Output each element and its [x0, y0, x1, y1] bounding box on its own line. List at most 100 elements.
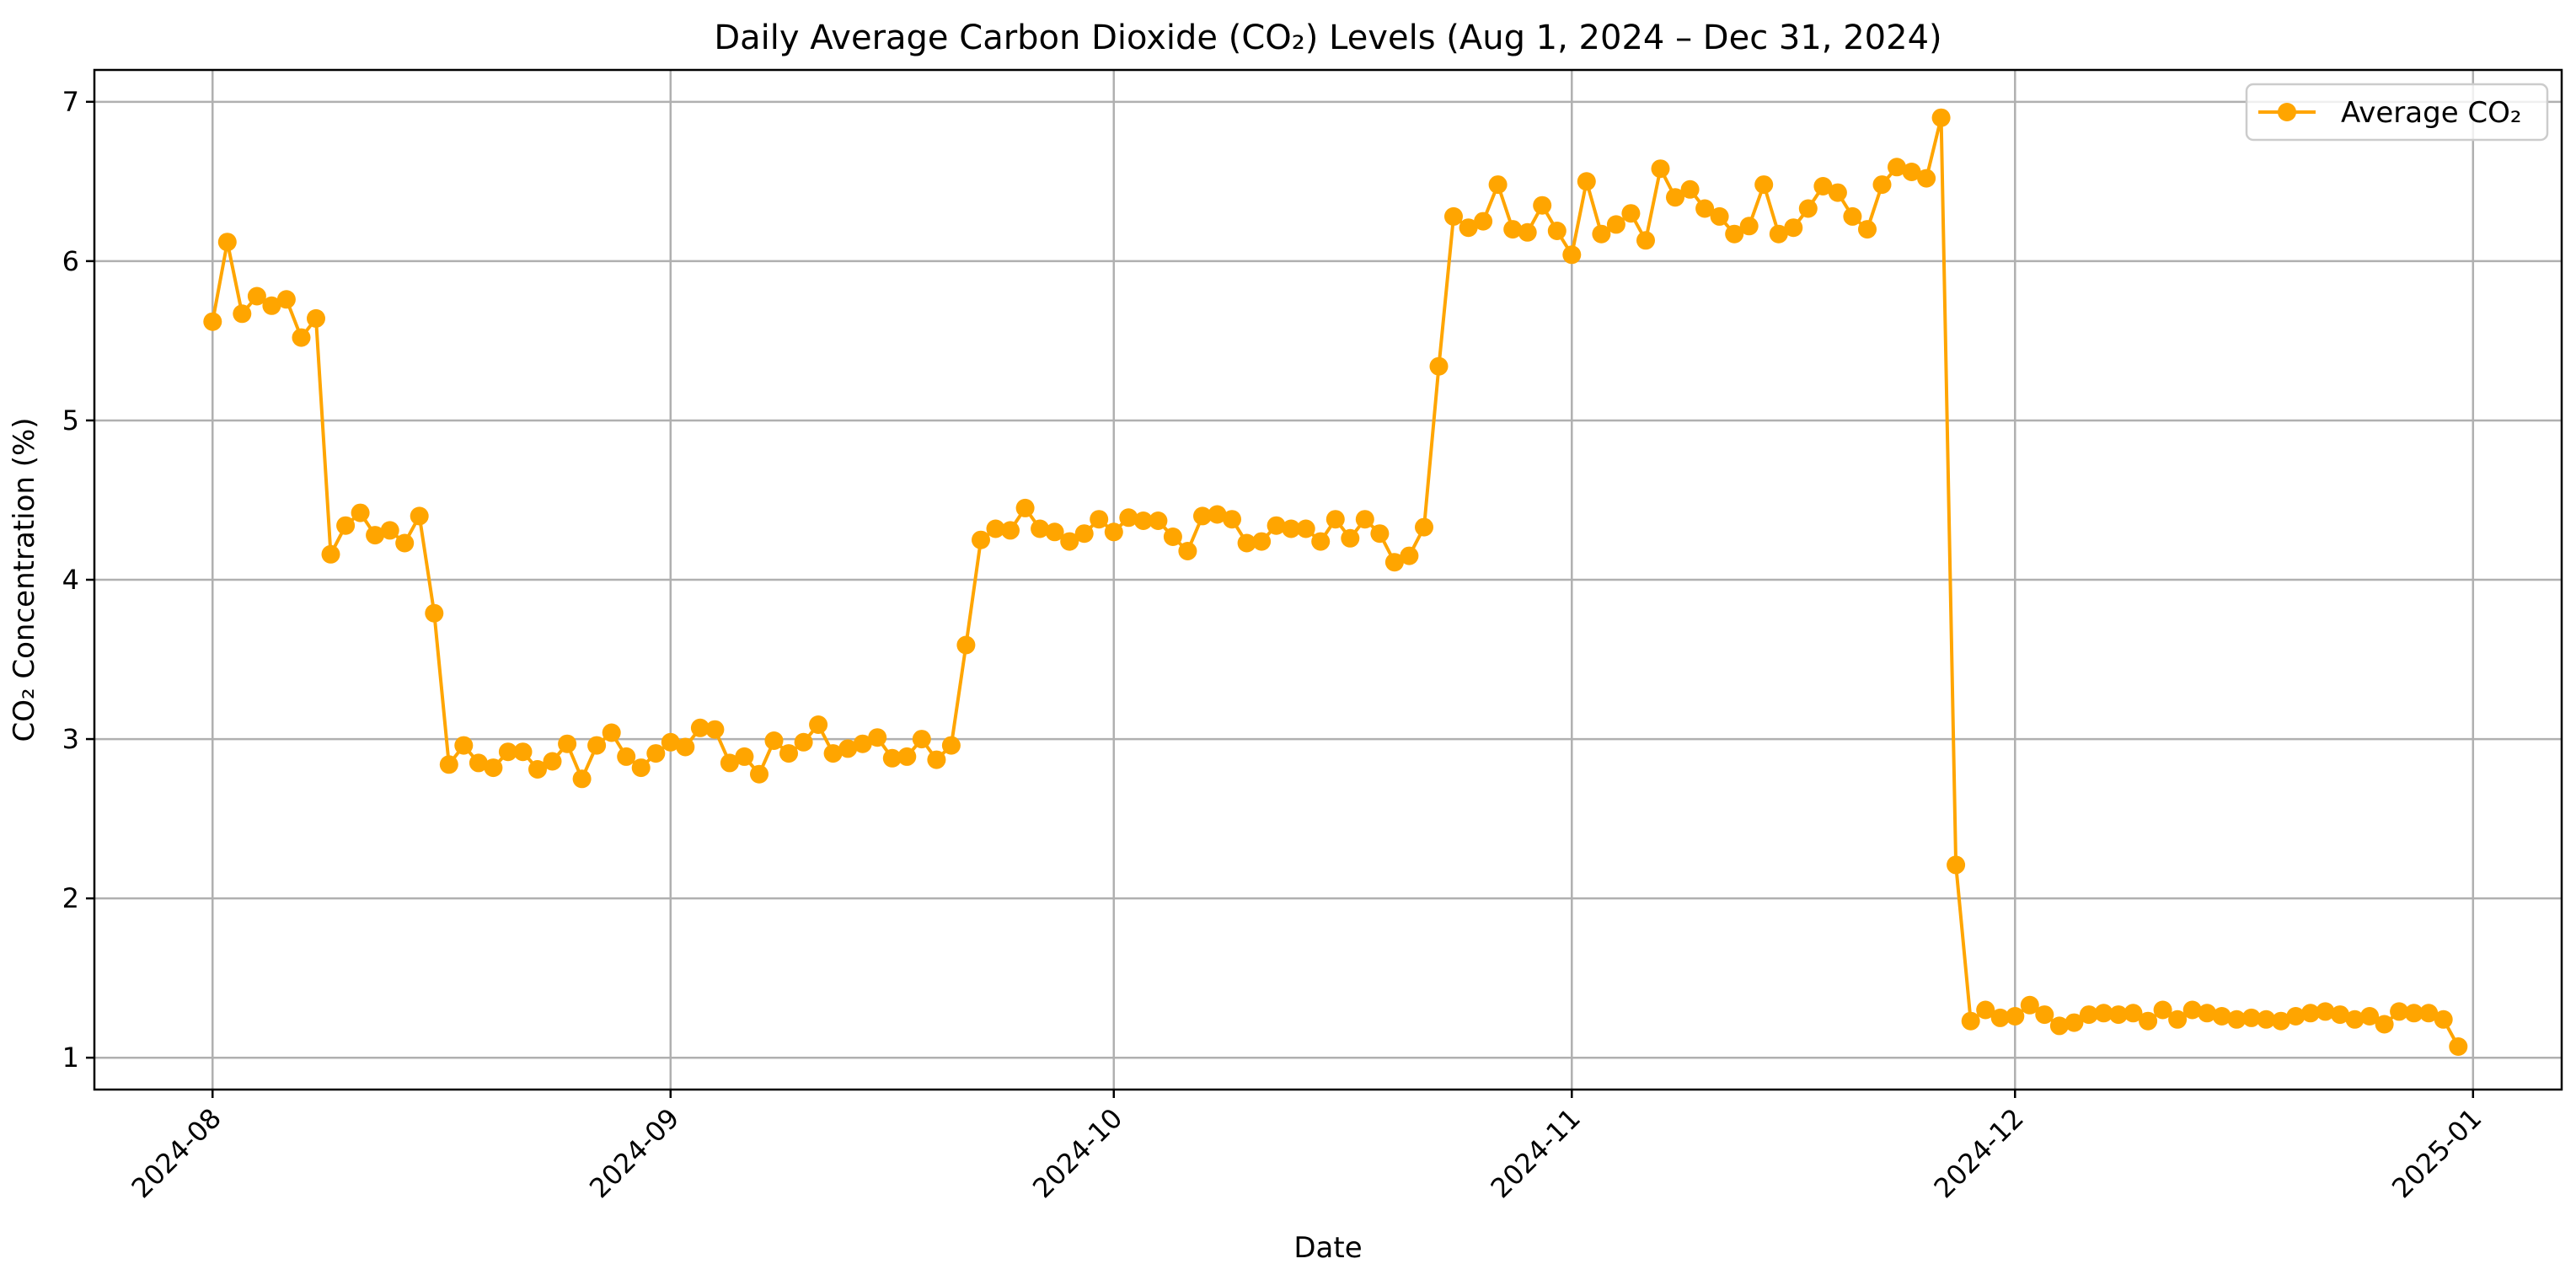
- data-point: [2168, 1010, 2188, 1029]
- data-point: [439, 755, 458, 774]
- data-point: [336, 516, 356, 535]
- data-point: [853, 734, 872, 753]
- data-point: [1474, 212, 1493, 231]
- data-point: [972, 530, 990, 549]
- data-point: [2035, 1005, 2054, 1025]
- data-point: [1754, 175, 1774, 195]
- y-tick-label: 2: [62, 882, 79, 914]
- data-point: [823, 744, 843, 763]
- data-point: [1592, 224, 1611, 244]
- data-point: [469, 753, 488, 773]
- data-point: [1917, 169, 1936, 188]
- data-point: [779, 744, 798, 763]
- x-axis-label: Date: [1293, 1231, 1362, 1265]
- data-point: [705, 720, 725, 739]
- data-point: [1828, 183, 1847, 202]
- y-axis-label: CO₂ Concentration (%): [8, 417, 41, 742]
- data-point: [1872, 175, 1892, 195]
- data-point: [1636, 231, 1655, 250]
- data-point: [2360, 1007, 2380, 1026]
- data-point: [2123, 1004, 2143, 1023]
- data-point: [1976, 1000, 1995, 1020]
- data-point: [1769, 224, 1788, 244]
- data-point: [1149, 511, 1168, 530]
- data-point: [1163, 528, 1182, 546]
- data-point: [2390, 1002, 2409, 1021]
- data-point: [2227, 1010, 2247, 1029]
- data-point: [1325, 510, 1345, 529]
- data-point: [247, 287, 266, 306]
- data-point: [1621, 204, 1641, 223]
- data-point: [2198, 1004, 2217, 1023]
- data-point: [1444, 206, 1463, 226]
- data-point: [2153, 1000, 2172, 1020]
- data-point: [1710, 206, 1729, 226]
- data-point: [2331, 1005, 2349, 1025]
- data-point: [1133, 511, 1153, 530]
- data-point: [882, 748, 902, 768]
- data-point: [1223, 510, 1241, 529]
- data-point: [956, 635, 976, 655]
- legend-marker-swatch: [2278, 103, 2296, 121]
- data-point: [2212, 1007, 2231, 1026]
- data-point: [2182, 1000, 2202, 1020]
- data-point: [1695, 199, 1715, 218]
- data-point: [1267, 516, 1286, 535]
- data-point: [1045, 522, 1064, 542]
- data-point: [572, 769, 592, 789]
- data-point: [1533, 195, 1552, 215]
- data-point: [1518, 222, 1537, 242]
- data-point: [1606, 215, 1625, 234]
- data-point: [410, 506, 429, 526]
- data-point: [262, 296, 281, 315]
- data-point: [203, 312, 222, 331]
- data-point: [750, 764, 769, 784]
- data-point: [2049, 1016, 2069, 1036]
- data-point: [646, 744, 666, 763]
- data-point: [809, 715, 828, 734]
- data-point: [528, 760, 547, 779]
- data-point: [1429, 356, 1449, 376]
- data-point: [2316, 1002, 2335, 1021]
- data-point: [233, 304, 252, 324]
- data-point: [1252, 532, 1272, 551]
- data-point: [986, 519, 1005, 538]
- data-point: [2257, 1010, 2276, 1029]
- data-point: [2404, 1004, 2423, 1023]
- y-tick-label: 3: [62, 723, 79, 755]
- data-point: [395, 533, 415, 553]
- data-point: [1282, 519, 1301, 538]
- data-point: [676, 737, 695, 757]
- data-point: [1384, 553, 1404, 572]
- data-point: [602, 723, 621, 742]
- data-point: [1415, 517, 1433, 537]
- data-point: [558, 734, 577, 753]
- data-point: [1798, 199, 1818, 218]
- data-point: [1208, 505, 1227, 524]
- data-point: [941, 736, 961, 755]
- data-point: [2449, 1037, 2468, 1056]
- legend-label: Average CO₂: [2341, 96, 2522, 130]
- data-point: [1459, 218, 1478, 238]
- data-point: [927, 750, 946, 769]
- data-point: [1341, 528, 1360, 548]
- data-point: [1813, 177, 1833, 195]
- data-point: [2094, 1004, 2113, 1023]
- data-point: [587, 736, 607, 755]
- data-point: [2300, 1004, 2320, 1023]
- data-point: [1370, 524, 1390, 544]
- data-point: [897, 747, 917, 766]
- data-point: [2241, 1008, 2261, 1027]
- data-point: [2345, 1010, 2364, 1029]
- y-tick-label: 1: [62, 1042, 79, 1074]
- data-point: [2434, 1010, 2453, 1029]
- data-point: [631, 758, 651, 778]
- data-point: [1577, 172, 1596, 191]
- data-point: [2065, 1013, 2084, 1032]
- data-point: [735, 747, 754, 766]
- data-point: [1119, 508, 1138, 528]
- data-point: [498, 742, 517, 762]
- y-tick-label: 5: [62, 404, 79, 436]
- data-point: [1888, 158, 1906, 177]
